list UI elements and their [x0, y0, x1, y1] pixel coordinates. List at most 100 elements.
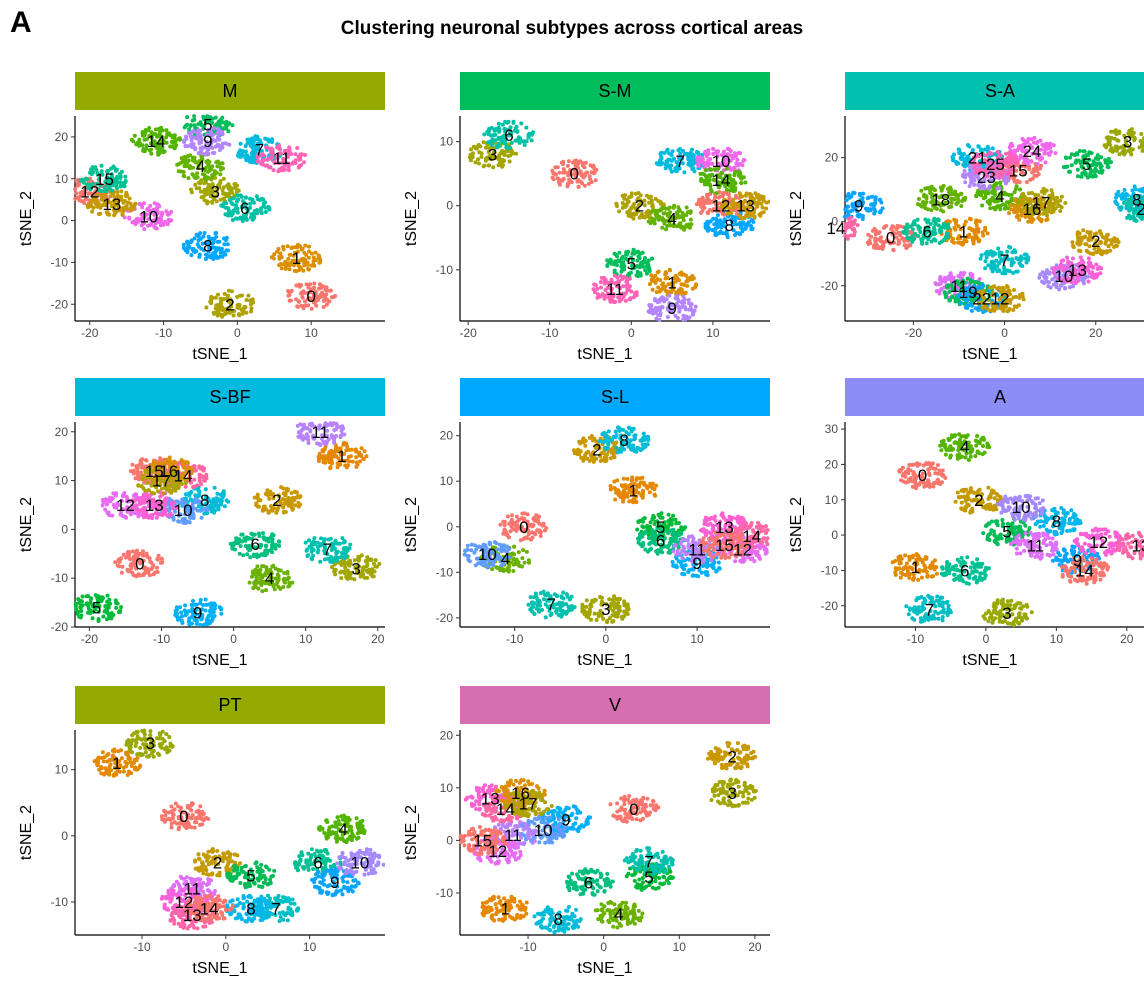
- cell-point: [508, 145, 513, 150]
- cell-point: [605, 291, 610, 296]
- cell-point: [1103, 241, 1108, 246]
- cell-point: [569, 180, 574, 185]
- cell-point: [214, 246, 219, 250]
- cell-point: [1088, 251, 1093, 256]
- cell-point: [244, 153, 249, 158]
- cell-point: [1015, 198, 1020, 203]
- cell-point: [1099, 170, 1104, 175]
- cell-point: [681, 218, 686, 223]
- cell-point: [181, 173, 186, 178]
- cell-point: [240, 205, 245, 210]
- cell-point: [287, 252, 292, 257]
- cell-point: [202, 231, 207, 235]
- cell-point: [83, 197, 88, 202]
- cell-point: [845, 204, 850, 209]
- cell-point: [867, 238, 872, 243]
- cell-point: [614, 201, 619, 206]
- cell-point: [1049, 188, 1054, 193]
- cell-point: [681, 294, 686, 299]
- cell-point: [678, 221, 683, 226]
- cell-point: [1065, 255, 1069, 260]
- y-tick-label: 0: [446, 199, 453, 213]
- cell-point: [667, 289, 672, 294]
- cell-point: [1013, 206, 1017, 211]
- x-tick-label: 10: [706, 326, 720, 340]
- cell-point: [685, 278, 690, 283]
- cell-point: [619, 297, 624, 302]
- cell-point: [473, 160, 478, 165]
- cell-point: [962, 271, 967, 275]
- cell-point: [573, 175, 578, 180]
- cell-point: [974, 235, 978, 240]
- cell-point: [529, 138, 534, 143]
- cell-point: [607, 260, 612, 265]
- cell-point: [122, 199, 127, 203]
- cell-point: [945, 233, 950, 238]
- cell-point: [713, 200, 718, 205]
- cell-point: [160, 145, 165, 150]
- cell-point: [739, 181, 744, 186]
- cell-point: [1133, 187, 1138, 192]
- cell-point: [1094, 262, 1099, 267]
- cell-point: [1021, 192, 1026, 197]
- x-tick-label: 20: [1089, 326, 1103, 340]
- cell-point: [90, 209, 95, 214]
- cell-point: [1053, 206, 1058, 211]
- cell-point: [85, 177, 90, 182]
- cell-point: [891, 247, 896, 252]
- cell-point: [473, 146, 478, 151]
- cell-point: [730, 181, 735, 186]
- cell-point: [220, 141, 225, 146]
- cell-point: [653, 306, 658, 310]
- cell-point: [204, 165, 208, 170]
- cell-point: [1089, 169, 1094, 174]
- cell-point: [267, 165, 271, 170]
- cell-point: [140, 133, 145, 138]
- cell-point: [321, 298, 326, 303]
- cell-point: [1053, 151, 1058, 156]
- cluster-0: [550, 158, 599, 190]
- cell-point: [674, 301, 679, 306]
- cell-point: [301, 268, 306, 273]
- cell-point: [306, 285, 311, 290]
- cell-point: [1032, 207, 1037, 212]
- cell-point: [287, 149, 292, 154]
- cell-point: [470, 155, 475, 160]
- cell-point: [1130, 188, 1135, 193]
- cluster-11: [591, 273, 639, 305]
- cell-point: [221, 204, 226, 209]
- cell-point: [947, 187, 952, 192]
- cell-point: [254, 194, 259, 199]
- cell-point: [1034, 203, 1039, 208]
- cell-point: [739, 202, 743, 207]
- cell-point: [902, 238, 907, 243]
- cell-point: [1086, 261, 1091, 265]
- cell-point: [327, 299, 332, 304]
- cluster-label: 7: [255, 140, 264, 159]
- cell-point: [297, 258, 302, 263]
- cell-point: [249, 160, 254, 164]
- cell-point: [869, 234, 874, 239]
- y-tick-label: 20: [55, 130, 69, 144]
- cell-point: [95, 204, 100, 209]
- cluster-label: 9: [203, 132, 212, 151]
- cell-point: [324, 302, 329, 307]
- cell-point: [968, 278, 973, 283]
- cell-point: [481, 164, 486, 169]
- cell-point: [271, 151, 275, 156]
- x-tick-label: 10: [305, 326, 319, 340]
- cell-point: [1056, 276, 1060, 280]
- cell-point: [210, 120, 215, 125]
- cell-point: [210, 241, 215, 246]
- cell-point: [946, 225, 951, 230]
- cell-point: [255, 197, 260, 202]
- cell-point: [1043, 147, 1048, 152]
- cell-point: [937, 291, 942, 296]
- cell-point: [733, 186, 738, 191]
- cell-point: [679, 282, 684, 287]
- cell-point: [98, 183, 103, 188]
- cell-point: [605, 285, 610, 290]
- cell-point: [984, 255, 989, 260]
- cell-point: [661, 202, 666, 207]
- cell-point: [191, 165, 196, 170]
